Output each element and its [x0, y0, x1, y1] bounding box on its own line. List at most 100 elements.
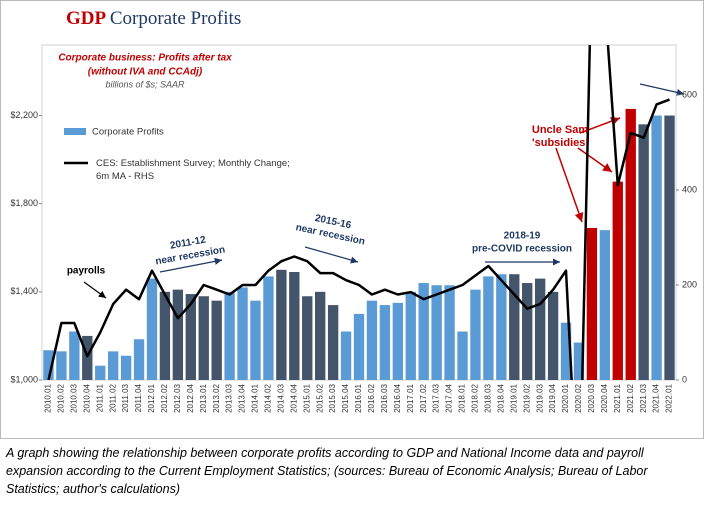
x-tick-label: 2014.01: [251, 383, 260, 412]
units: billions of $s; SAAR: [105, 79, 185, 89]
x-tick-label: 2012.01: [147, 383, 156, 412]
bar: [146, 278, 158, 380]
annotation: 'subsidies': [532, 137, 588, 149]
x-tick-label: 2018.04: [496, 383, 505, 412]
bar: [69, 331, 80, 380]
bar: [159, 291, 171, 380]
bar: [172, 289, 184, 380]
bar: [211, 300, 222, 380]
x-tick-label: 2017.01: [406, 383, 415, 412]
arrow: [555, 147, 584, 223]
x-tick-label: 2015.02: [315, 383, 324, 412]
x-tick-label: 2010.03: [69, 383, 78, 412]
x-tick-label: 2013.01: [199, 383, 208, 412]
x-tick-label: 2012.04: [186, 383, 195, 412]
x-tick-label: 2011.04: [134, 383, 143, 412]
bar: [340, 331, 352, 380]
chart-title: GDP Corporate Profits: [66, 8, 241, 29]
bar: [56, 351, 67, 380]
x-tick-label: 2021.02: [626, 383, 635, 412]
x-tick-label: 2018.01: [458, 383, 467, 412]
bar: [302, 296, 313, 380]
y-tick-label: $2,200: [10, 110, 38, 120]
x-tick-label: 2015.01: [302, 383, 311, 412]
bar: [327, 305, 339, 380]
annotation: payrolls: [67, 266, 106, 277]
annotation: Uncle Sam: [532, 124, 588, 136]
x-tick-label: 2016.04: [393, 383, 402, 412]
x-tick-label: 2021.01: [613, 383, 622, 412]
bar: [198, 296, 209, 380]
line: [47, 45, 670, 380]
bar: [431, 285, 442, 380]
x-tick-label: 2010.04: [82, 383, 91, 412]
x-tick-label: 2011.02: [108, 383, 117, 412]
bar: [379, 305, 391, 380]
x-tick-label: 2014.02: [264, 383, 273, 412]
bar: [185, 294, 196, 380]
x-tick-label: 2013.03: [225, 383, 234, 412]
bar: [612, 181, 623, 380]
x-tick-label: 2019.04: [548, 383, 557, 412]
bar: [599, 230, 611, 380]
bar: [95, 365, 106, 380]
x-tick-label: 2014.03: [276, 383, 285, 412]
x-tick-label: 2014.04: [289, 383, 298, 412]
bar: [573, 342, 585, 380]
bar: [315, 291, 326, 380]
chart: GDP Corporate Profits Corporate business…: [0, 0, 704, 439]
bar: [392, 302, 403, 380]
x-tick-label: 2019.03: [535, 383, 544, 412]
arrow: [639, 83, 685, 96]
x-tick-label: 2016.02: [367, 383, 376, 412]
x-tick-label: 2015.04: [341, 383, 350, 412]
bar: [534, 278, 546, 380]
bar: [133, 339, 145, 380]
caption: A graph showing the relationship between…: [6, 446, 648, 496]
y-tick-label: $1,000: [10, 374, 38, 384]
bar: [263, 276, 274, 380]
y-tick-label: $1,800: [10, 198, 38, 208]
y2-tick-label: 600: [682, 89, 697, 99]
legend-swatch: [64, 128, 86, 135]
title-part: Corporate Profits: [110, 8, 241, 29]
arrow: [159, 257, 223, 273]
y2-tick-label: 0: [682, 374, 687, 384]
legend-label: CES: Establishment Survey; Monthly Chang…: [96, 158, 290, 182]
bar: [366, 300, 378, 380]
x-tick-label: 2011.01: [95, 383, 104, 412]
arrow: [304, 246, 359, 264]
x-tick-label: 2017.04: [445, 383, 454, 412]
annotation: pre-COVID recession: [472, 244, 572, 255]
legend-label: Corporate Profits: [92, 127, 164, 138]
x-tick-label: 2021.04: [652, 383, 661, 412]
x-tick-label: 2018.03: [483, 383, 492, 412]
legend-line: 6m MA - RHS: [96, 171, 154, 182]
subtitle: Corporate business: Profits after tax: [58, 53, 232, 64]
x-tick-label: 2016.03: [380, 383, 389, 412]
y2-tick-label: 200: [682, 279, 697, 289]
arrow: [83, 281, 107, 299]
bar: [664, 115, 675, 380]
bar: [547, 291, 559, 380]
x-tick-label: 2021.03: [639, 383, 648, 412]
legend-line: CES: Establishment Survey; Monthly Chang…: [96, 158, 290, 169]
x-tick-label: 2020.02: [574, 383, 583, 412]
chart-border: [0, 0, 704, 439]
x-tick-label: 2019.02: [522, 383, 531, 412]
x-tick-label: 2011.03: [121, 383, 130, 412]
bar: [107, 351, 119, 380]
x-tick-label: 2018.02: [471, 383, 480, 412]
bar: [625, 108, 636, 380]
x-tick-label: 2012.02: [160, 383, 169, 412]
x-tick-label: 2020.04: [600, 383, 609, 412]
bar: [651, 115, 662, 380]
y-tick-label: $1,400: [10, 286, 38, 296]
x-tick-label: 2015.03: [328, 383, 337, 412]
bar: [483, 276, 494, 380]
x-tick-label: 2017.02: [419, 383, 428, 412]
bar: [638, 124, 649, 380]
plot: [43, 45, 675, 380]
y2-tick-label: 400: [682, 184, 697, 194]
